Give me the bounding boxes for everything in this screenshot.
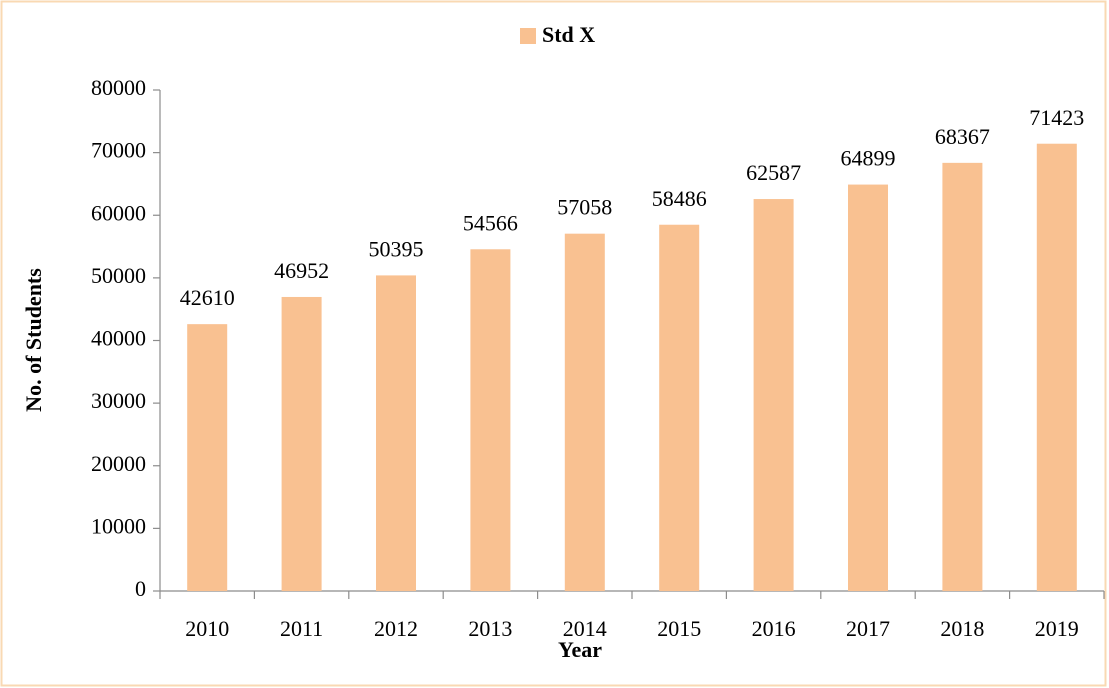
bar [659,224,700,591]
legend-label: Std X [542,22,595,47]
y-tick-label: 40000 [91,326,146,351]
data-label: 57058 [557,195,612,220]
bar [470,249,511,591]
bar [564,233,605,592]
data-label: 58486 [652,186,707,211]
bar [942,162,983,591]
y-tick-label: 80000 [91,75,146,100]
x-axis-label: Year [558,637,602,662]
data-label: 46952 [274,258,329,283]
x-tick-label: 2013 [468,616,512,641]
x-tick-label: 2010 [185,616,229,641]
x-tick-label: 2014 [563,616,607,641]
data-label: 64899 [841,146,896,171]
bar [753,199,794,591]
y-tick-label: 60000 [91,200,146,225]
data-label: 50395 [369,236,424,261]
bar [848,184,888,591]
y-axis-label: No. of Students [21,268,46,412]
x-tick-label: 2018 [940,616,984,641]
x-tick-label: 2015 [657,616,701,641]
bar [376,275,416,591]
data-label: 71423 [1029,105,1084,130]
bar [281,296,322,591]
data-label: 54566 [463,210,518,235]
x-tick-label: 2019 [1035,616,1079,641]
data-label: 62587 [746,160,801,185]
data-label: 68367 [935,124,990,149]
bar [1036,143,1077,592]
y-tick-label: 70000 [91,138,146,163]
y-tick-label: 50000 [91,263,146,288]
legend-swatch [520,28,536,44]
bar [187,324,228,591]
y-tick-label: 10000 [91,513,146,538]
y-tick-label: 0 [135,576,146,601]
y-tick-label: 30000 [91,388,146,413]
x-tick-label: 2011 [280,616,323,641]
x-tick-label: 2017 [846,616,890,641]
data-label: 42610 [180,285,235,310]
x-tick-label: 2012 [374,616,418,641]
x-tick-label: 2016 [752,616,796,641]
y-tick-label: 20000 [91,451,146,476]
